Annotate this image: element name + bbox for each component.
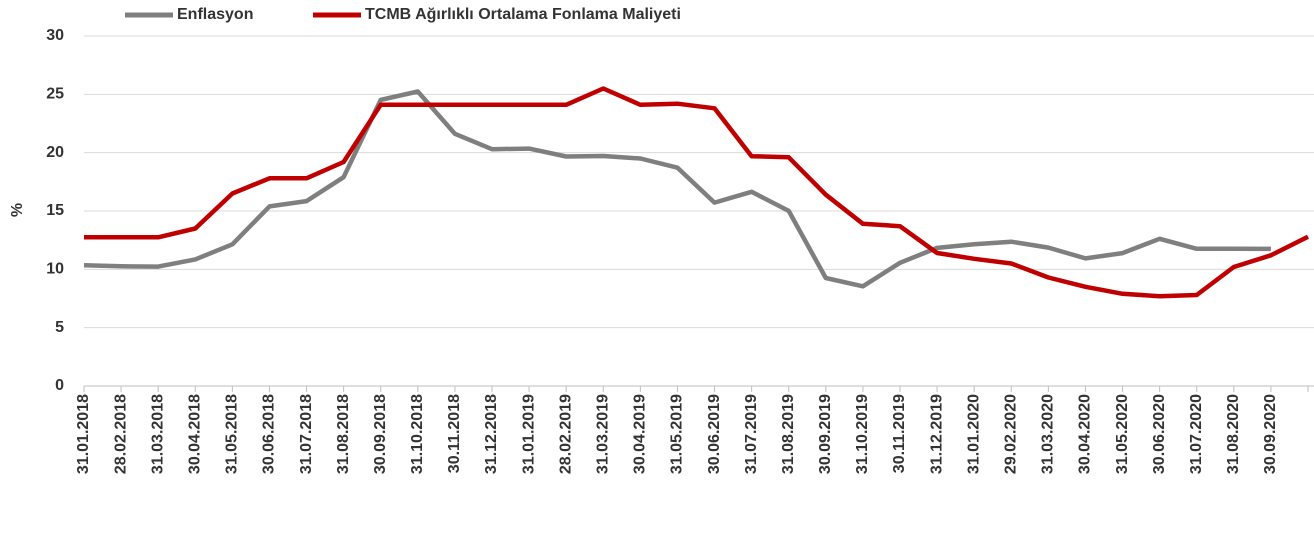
x-tick-label: 31.12.2019 — [928, 394, 945, 474]
y-tick-label: 5 — [55, 319, 64, 336]
y-tick-label: 15 — [46, 202, 64, 219]
x-tick-label: 30.04.2020 — [1077, 394, 1094, 474]
x-tick-label: 31.05.2019 — [669, 394, 686, 474]
x-tick-label: 31.08.2020 — [1225, 394, 1242, 474]
x-tick-label: 31.07.2020 — [1188, 394, 1205, 474]
x-tick-label: 31.07.2019 — [743, 394, 760, 474]
x-tick-label: 30.09.2020 — [1262, 394, 1279, 474]
x-tick-label: 31.03.2018 — [149, 394, 166, 474]
y-axis-label: % — [9, 203, 26, 217]
x-tick-label: 30.06.2019 — [706, 394, 723, 474]
series-line — [84, 86, 1310, 299]
y-tick-label: 10 — [46, 261, 64, 278]
x-tick-label: 30.09.2018 — [372, 394, 389, 474]
y-tick-label: 25 — [46, 86, 64, 103]
x-tick-label: 31.10.2019 — [854, 394, 871, 474]
x-tick-label: 30.06.2018 — [261, 394, 278, 474]
x-tick-label: 30.04.2019 — [632, 394, 649, 474]
x-tick-label: 30.11.2018 — [446, 394, 463, 473]
x-tick-label: 31.01.2019 — [520, 394, 537, 474]
x-tick-label: 31.03.2019 — [594, 394, 611, 474]
legend-label: Enflasyon — [177, 6, 253, 23]
y-tick-label: 0 — [55, 377, 64, 394]
x-tick-label: 30.06.2020 — [1151, 394, 1168, 474]
x-tick-label: 28.02.2019 — [557, 394, 574, 474]
x-tick-label: 31.01.2018 — [75, 394, 92, 474]
x-tick-label: 28.02.2018 — [112, 394, 129, 474]
x-tick-label: 31.01.2020 — [965, 394, 982, 474]
x-tick-label: 31.05.2018 — [224, 394, 241, 474]
x-tick-label: 31.03.2020 — [1040, 394, 1057, 474]
y-tick-label: 20 — [46, 144, 64, 161]
x-tick-label: 29.02.2020 — [1002, 394, 1019, 474]
x-tick-label: 31.08.2018 — [335, 394, 352, 474]
x-tick-label: 31.12.2018 — [483, 394, 500, 474]
series-line — [83, 89, 1271, 289]
legend-label: TCMB Ağırlıklı Ortalama Fonlama Maliyeti — [365, 6, 681, 23]
y-tick-label: 30 — [46, 27, 64, 44]
x-tick-label: 31.10.2018 — [409, 394, 426, 474]
x-tick-label: 30.11.2019 — [891, 394, 908, 473]
x-tick-label: 31.05.2020 — [1114, 394, 1131, 474]
x-tick-label: 31.08.2019 — [780, 394, 797, 474]
x-tick-label: 31.07.2018 — [298, 394, 315, 474]
x-tick-label: 30.09.2019 — [817, 394, 834, 474]
x-tick-label: 30.04.2018 — [186, 394, 203, 474]
